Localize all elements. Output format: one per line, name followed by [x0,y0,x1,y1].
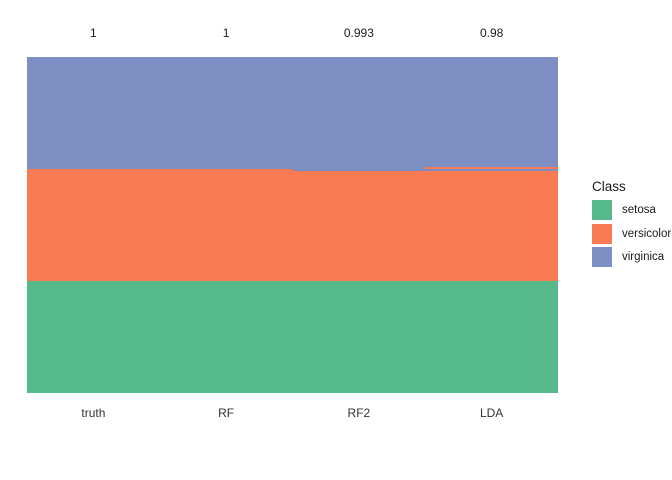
column-truth [27,57,160,393]
legend-swatch-setosa [592,200,612,220]
accuracy-label-LDA: 0.98 [479,26,504,40]
legend-label-versicolor: versicolor [622,227,672,240]
column-RF [159,57,293,393]
segment-setosa [292,280,426,393]
legend-items: setosa versicolor virginica [592,200,671,267]
legend-swatch-versicolor [592,223,612,244]
segment-virginica [27,57,160,169]
segment-setosa [159,281,293,393]
legend-item-virginica: virginica [592,247,671,267]
column-LDA [425,57,558,393]
legend-item-setosa: setosa [592,200,671,220]
accuracy-label-RF2: 0.993 [343,26,374,40]
segment-virginica [292,57,426,172]
accuracy-label-truth: 1 [90,26,97,40]
accuracy-label-RF: 1 [222,26,230,40]
legend-swatch-virginica [592,247,612,267]
segment-virginica [425,57,558,167]
segment-versicolor [425,171,558,281]
segment-virginica [425,168,558,172]
legend-label-setosa: setosa [622,204,656,216]
legend-title: Class [592,179,626,194]
column-RF2 [292,57,426,393]
x-axis-label-truth: truth [81,406,106,420]
segment-versicolor [425,166,558,169]
segment-versicolor [159,169,293,281]
x-axis-label-RF2: RF2 [347,406,371,420]
segment-versicolor [27,169,160,281]
legend-label-virginica: virginica [622,251,665,263]
legend-item-versicolor: versicolor [592,223,672,244]
segment-virginica [159,57,293,169]
segment-setosa [27,281,160,393]
plot-area [27,57,558,393]
x-axis-label-RF: RF [218,406,235,420]
x-axis-label-LDA: LDA [479,406,504,420]
legend: Class setosa versicolor virginica [592,178,671,271]
segment-setosa [425,280,558,393]
segment-versicolor [292,171,426,281]
